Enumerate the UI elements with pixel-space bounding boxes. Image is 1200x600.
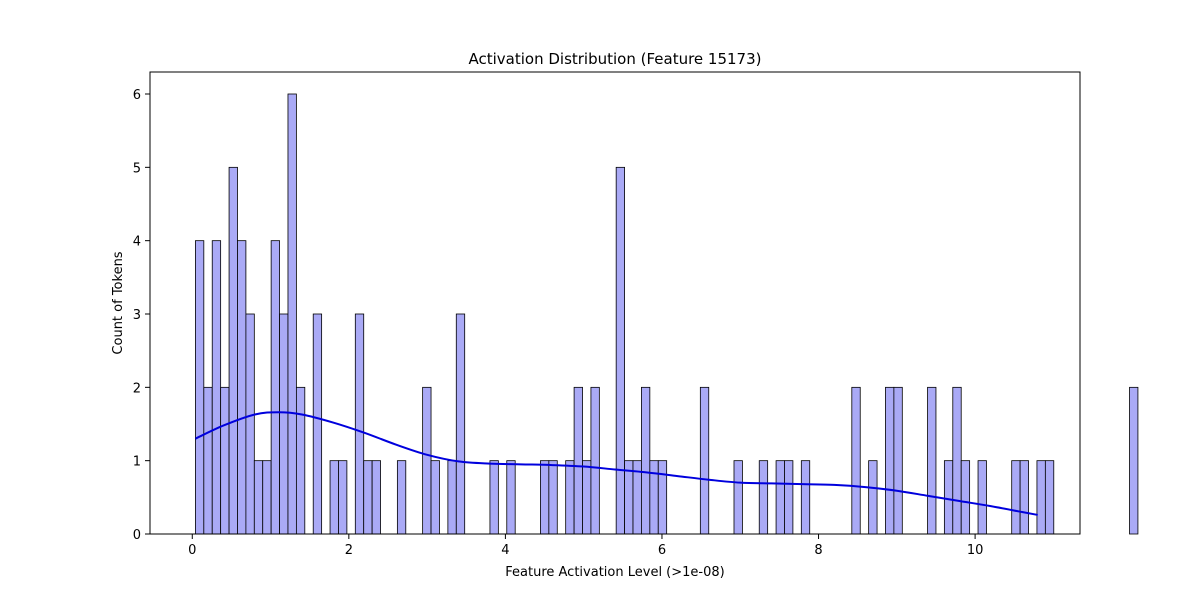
chart-title: Activation Distribution (Feature 15173) [468, 50, 761, 68]
y-axis-ticks: 0 1 2 3 4 5 6 [133, 88, 150, 543]
histogram-bar [194, 240, 205, 535]
x-axis-ticks: 0 2 4 6 8 10 [188, 534, 983, 558]
histogram-bar [800, 460, 811, 535]
histogram-bar [506, 460, 516, 535]
histogram-bar [943, 460, 954, 535]
histogram-bar [893, 386, 903, 535]
histogram-bar [279, 313, 289, 535]
histogram-bar [203, 386, 213, 535]
y-tick-label: 0 [133, 528, 141, 543]
histogram-bar [295, 386, 306, 535]
histogram-bar [287, 93, 297, 535]
histogram-bar [211, 240, 222, 535]
histogram-bar [952, 386, 962, 535]
histogram-bar [371, 460, 381, 535]
histogram-bar [237, 240, 247, 535]
histogram-bar [245, 313, 255, 535]
histogram-bar [1129, 386, 1139, 535]
x-tick-label: 2 [345, 543, 353, 558]
histogram-bar [582, 460, 592, 535]
histogram-bar [758, 460, 769, 535]
histogram-bar [775, 460, 785, 535]
kde-line [194, 411, 1038, 516]
y-tick-label: 4 [133, 235, 141, 250]
x-tick-label: 10 [967, 543, 984, 558]
histogram-bar [868, 460, 878, 535]
histogram-bar [422, 386, 432, 535]
histogram-bar [733, 460, 743, 535]
histogram-bar [784, 460, 794, 535]
histogram-bar [927, 386, 937, 535]
y-tick-label: 1 [133, 455, 141, 470]
histogram-bar [489, 460, 499, 535]
histogram-bar [699, 386, 710, 535]
x-axis-label: Feature Activation Level (>1e-08) [505, 565, 724, 580]
y-tick-label: 3 [133, 308, 141, 323]
histogram-bar [430, 460, 440, 535]
histogram-bar [1044, 460, 1055, 535]
histogram-bar [220, 386, 230, 535]
x-tick-label: 8 [814, 543, 822, 558]
histogram-bar [1019, 460, 1029, 535]
histogram-bar [253, 460, 264, 535]
histogram-bar [649, 460, 659, 535]
histogram-bar [354, 313, 365, 535]
histogram-bar [977, 460, 987, 535]
histogram-bar [657, 460, 668, 535]
histogram-bar [1011, 460, 1021, 535]
y-tick-label: 5 [133, 161, 141, 176]
y-tick-label: 6 [133, 88, 141, 103]
histogram-bar [885, 386, 895, 535]
histogram-bar [228, 166, 238, 535]
histogram-bar [1036, 460, 1046, 535]
y-tick-label: 2 [133, 381, 141, 396]
x-tick-label: 4 [501, 543, 509, 558]
histogram-bar [641, 386, 651, 535]
histogram-bar [396, 460, 407, 535]
histogram-bar [590, 386, 600, 535]
histogram-bar [338, 460, 348, 535]
histogram-bar [270, 240, 280, 535]
histogram-bar [851, 386, 861, 535]
histogram-bar [447, 460, 457, 535]
histogram-bar [960, 460, 971, 535]
plot-frame [149, 71, 1081, 535]
histogram-bar [615, 166, 625, 535]
y-axis-label: Count of Tokens [111, 251, 126, 354]
histogram-bar [573, 386, 583, 535]
histogram-bar [548, 460, 558, 535]
histogram-bar [455, 313, 466, 535]
histogram-bar [312, 313, 323, 535]
histogram-bar [565, 460, 575, 535]
histogram-bar [262, 460, 272, 535]
x-tick-label: 6 [658, 543, 666, 558]
histogram-bars [194, 93, 1139, 535]
x-tick-label: 0 [188, 543, 196, 558]
histogram-bar [329, 460, 339, 535]
histogram-bar [363, 460, 373, 535]
histogram-bar [540, 460, 550, 535]
